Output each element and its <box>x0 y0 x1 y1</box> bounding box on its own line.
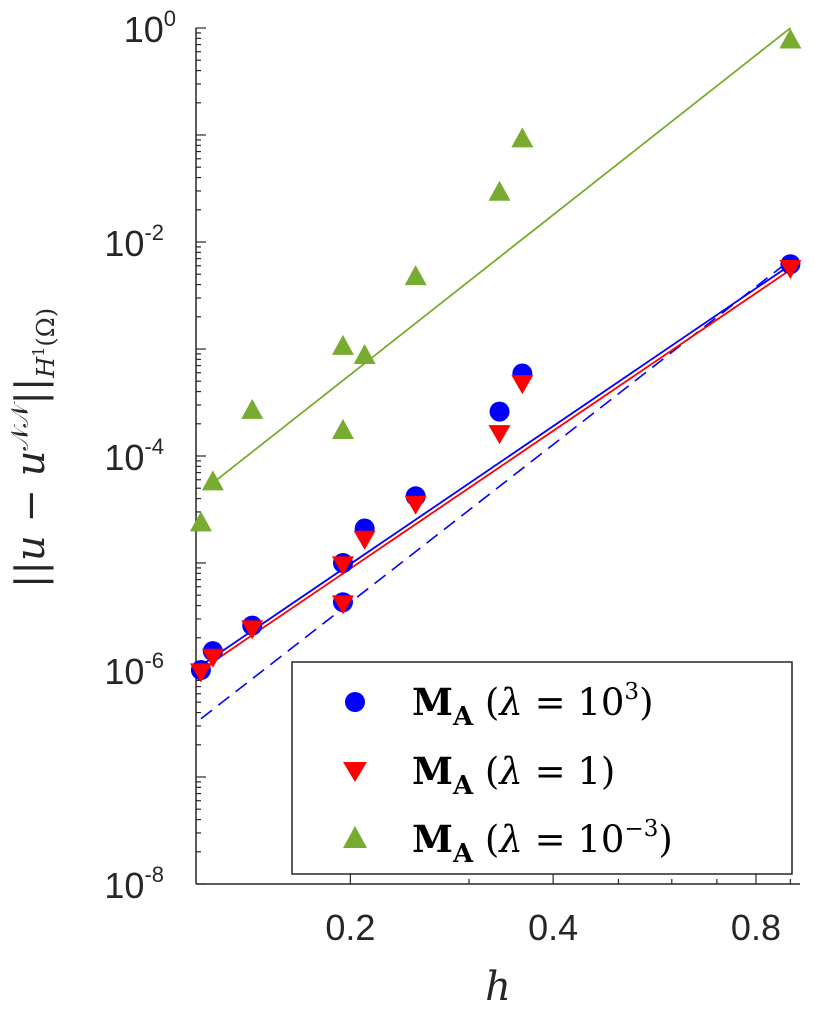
data-point-triangle-down <box>511 375 534 395</box>
data-point-triangle-down <box>779 259 802 279</box>
x-tick-label: 0.2 <box>325 907 375 948</box>
data-point-triangle-down <box>404 495 427 515</box>
tick-labels: 10-8 10-6 10-4 10-2 100 0.2 0.4 0.8 <box>104 6 781 948</box>
data-point-triangle-up <box>331 334 354 355</box>
data-point-triangle-up <box>241 398 264 419</box>
legend-entry-lambda-1e3: MA (λ = 103) <box>345 679 654 732</box>
legend-marker-triangle-down <box>343 762 367 782</box>
legend-entry-lambda-1e-3: MA (λ = 10−3) <box>343 816 673 869</box>
data-point-triangle-down <box>331 595 354 615</box>
legend-box <box>291 661 793 875</box>
data-point-triangle-up <box>779 28 802 49</box>
y-tick-label: 10-2 <box>104 220 164 264</box>
data-point-triangle-down <box>353 530 376 550</box>
x-tick-label: 0.4 <box>528 907 578 948</box>
fit-lines <box>200 27 791 720</box>
data-point-triangle-up <box>353 343 376 364</box>
data-point-triangle-up <box>404 265 427 286</box>
svg-text:MA (λ = 103): MA (λ = 103) <box>412 679 654 732</box>
data-point-triangle-up <box>189 511 212 532</box>
y-tick-label: 10-8 <box>104 862 164 906</box>
y-tick-label: 100 <box>124 6 176 50</box>
y-tick-label: 10-6 <box>104 648 164 692</box>
legend-marker-circle <box>345 692 365 712</box>
y-axis-label: ||u − u𝒩𝒩||H1(Ω) <box>6 308 60 588</box>
data-point-triangle-up <box>331 418 354 439</box>
x-axis-label: h <box>485 964 511 1010</box>
data-point-triangle-up <box>201 470 224 491</box>
axes-frame <box>195 27 800 885</box>
data-point-triangle-up <box>488 180 511 201</box>
data-point-triangle-down <box>331 556 354 576</box>
svg-text:MA (λ = 1): MA (λ = 1) <box>412 749 615 801</box>
svg-text:||u − u𝒩𝒩||H1(Ω): ||u − u𝒩𝒩||H1(Ω) <box>6 308 60 588</box>
fit-line-series-1 <box>200 269 791 671</box>
data-point-triangle-down <box>241 620 264 640</box>
data-point-triangle-up <box>511 127 534 148</box>
legend-marker-triangle-up <box>343 826 367 848</box>
fit-line-series-2 <box>212 27 791 484</box>
svg-text:MA (λ = 10−3): MA (λ = 10−3) <box>412 816 673 869</box>
fit-line-series-0 <box>200 264 791 667</box>
legend-entry-lambda-1: MA (λ = 1) <box>343 749 615 801</box>
data-point-triangle-down <box>201 648 224 668</box>
data-point-triangle-down <box>488 425 511 445</box>
y-tick-label: 10-4 <box>104 434 164 478</box>
data-point-triangle-down <box>189 663 212 683</box>
x-tick-label: 0.8 <box>731 907 781 948</box>
data-markers <box>189 28 802 683</box>
data-point-circle <box>489 401 510 422</box>
legend: MA (λ = 103) MA (λ = 1) MA (λ = 10−3) <box>291 661 793 875</box>
